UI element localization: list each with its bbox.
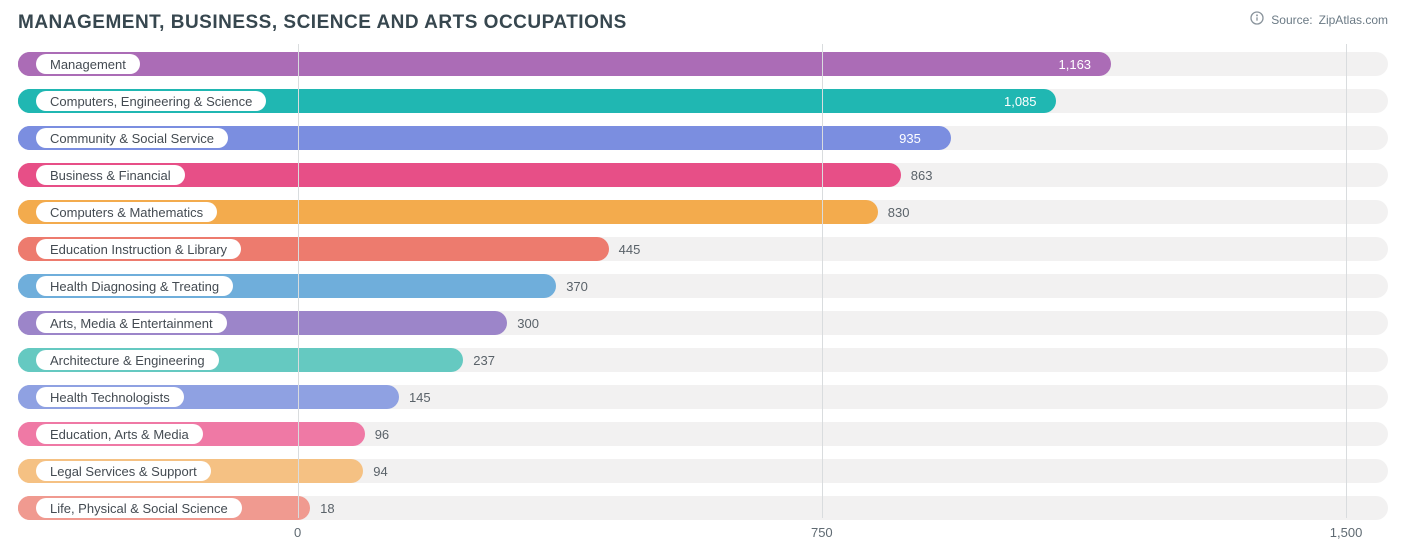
bar-value: 96 (375, 418, 389, 450)
bar-label: Computers & Mathematics (36, 202, 217, 222)
bar-row: Computers, Engineering & Science 1,085 (18, 85, 1388, 117)
bar-label: Management (36, 54, 140, 74)
source-name: ZipAtlas.com (1319, 13, 1388, 27)
bar-row: Legal Services & Support 94 (18, 455, 1388, 487)
bar-row: Computers & Mathematics 830 (18, 196, 1388, 228)
bar-row: Education, Arts & Media 96 (18, 418, 1388, 450)
grid-line (822, 44, 823, 518)
bar-label: Education Instruction & Library (36, 239, 241, 259)
bar-label: Arts, Media & Entertainment (36, 313, 227, 333)
bar-label: Legal Services & Support (36, 461, 211, 481)
chart-title: MANAGEMENT, BUSINESS, SCIENCE AND ARTS O… (0, 0, 1406, 34)
info-icon (1249, 10, 1265, 29)
x-tick-label: 750 (811, 525, 833, 540)
bar-row: Arts, Media & Entertainment 300 (18, 307, 1388, 339)
bar-value: 145 (409, 381, 431, 413)
bar-row: Health Diagnosing & Treating 370 (18, 270, 1388, 302)
bar-value: 935 (899, 122, 921, 154)
bar-value: 863 (911, 159, 933, 191)
bar-row: Community & Social Service 935 (18, 122, 1388, 154)
source-attribution: Source: ZipAtlas.com (1249, 10, 1388, 29)
x-tick-label: 1,500 (1330, 525, 1363, 540)
bar-fill (18, 52, 1111, 76)
bar-value: 370 (566, 270, 588, 302)
grid-line (298, 44, 299, 518)
bar-row: Education Instruction & Library 445 (18, 233, 1388, 265)
bar-value: 445 (619, 233, 641, 265)
bar-row: Management 1,163 (18, 48, 1388, 80)
bar-value: 94 (373, 455, 387, 487)
bar-value: 830 (888, 196, 910, 228)
bar-value: 237 (473, 344, 495, 376)
x-tick-label: 0 (294, 525, 301, 540)
bar-label: Health Technologists (36, 387, 184, 407)
bar-label: Health Diagnosing & Treating (36, 276, 233, 296)
bar-row: Health Technologists 145 (18, 381, 1388, 413)
source-prefix: Source: (1271, 13, 1312, 27)
x-axis: 0 750 1,500 (18, 514, 1388, 540)
bar-value: 1,085 (1004, 85, 1037, 117)
bar-label: Business & Financial (36, 165, 185, 185)
bars-region: Management 1,163 Computers, Engineering & … (18, 48, 1388, 514)
bar-label: Education, Arts & Media (36, 424, 203, 444)
chart-area: Management 1,163 Computers, Engineering & … (18, 48, 1388, 540)
bar-label: Architecture & Engineering (36, 350, 219, 370)
bar-row: Business & Financial 863 (18, 159, 1388, 191)
bar-label: Community & Social Service (36, 128, 228, 148)
bar-value: 300 (517, 307, 539, 339)
bar-label: Computers, Engineering & Science (36, 91, 266, 111)
bar-row: Architecture & Engineering 237 (18, 344, 1388, 376)
bar-value: 1,163 (1059, 48, 1092, 80)
grid-line (1346, 44, 1347, 518)
